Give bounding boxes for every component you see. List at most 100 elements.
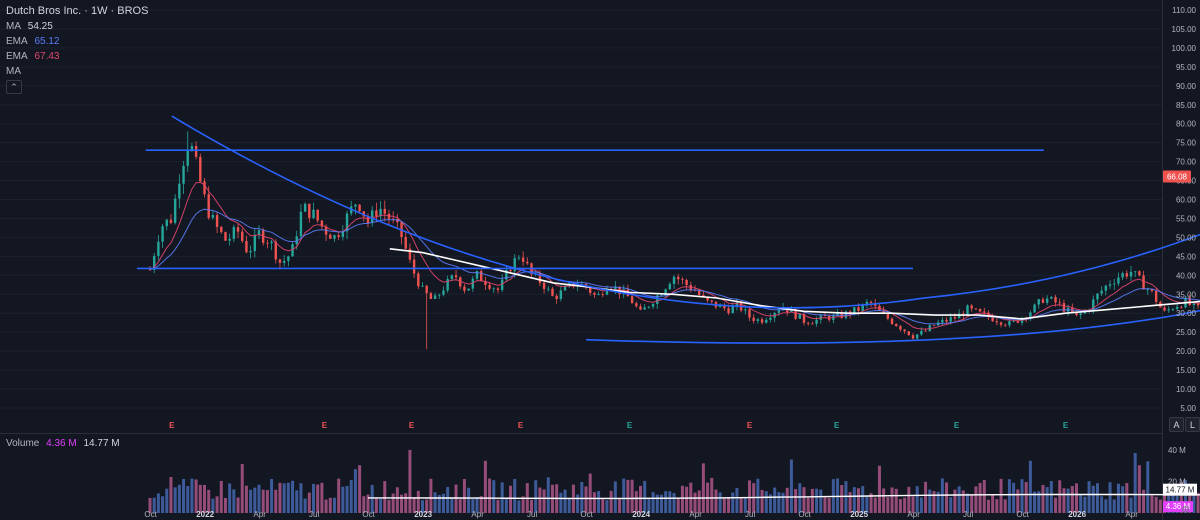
volume-bar: [630, 479, 634, 513]
candle-body: [853, 307, 856, 315]
candle-body: [664, 289, 667, 296]
volume-bar: [626, 479, 630, 513]
candle-body: [811, 323, 814, 325]
price-tick-label: 50.00: [1176, 233, 1197, 242]
volume-bar: [538, 487, 542, 513]
volume-bar: [601, 497, 605, 513]
legend-row-ema1[interactable]: EMA 65.12: [6, 34, 148, 49]
candle-body: [949, 317, 952, 322]
volume-bar: [467, 487, 471, 513]
volume-bar: [727, 496, 731, 513]
volume-bar: [815, 488, 819, 513]
price-tick-label: 30.00: [1176, 309, 1197, 318]
candle-body: [291, 244, 294, 257]
auto-scale-button[interactable]: A: [1169, 417, 1184, 432]
volume-bar: [714, 489, 718, 513]
price-tick-label: 20.00: [1176, 347, 1197, 356]
candle-body: [354, 204, 357, 207]
candle-body: [865, 301, 869, 305]
volume-bar: [991, 494, 995, 513]
candle-body: [190, 146, 194, 151]
volume-bar: [995, 499, 999, 513]
volume-bar: [148, 497, 152, 513]
candle-body: [1037, 299, 1040, 305]
price-tick-label: 70.00: [1176, 158, 1197, 167]
volume-bar: [207, 489, 211, 513]
volume-bar: [542, 489, 546, 513]
candle-body: [438, 294, 441, 296]
candle-body: [303, 203, 307, 212]
volume-bar: [504, 498, 508, 513]
volume-bar: [282, 483, 286, 513]
volume-bar: [353, 469, 357, 513]
volume-bar: [823, 497, 827, 513]
volume-bar: [1163, 486, 1167, 513]
log-scale-button[interactable]: L: [1185, 417, 1200, 432]
candle-body: [538, 273, 542, 283]
volume-bar: [458, 499, 462, 513]
symbol-title[interactable]: Dutch Bros Inc. · 1W · BROS: [6, 5, 149, 17]
candle-body: [203, 181, 206, 195]
candle-body: [731, 305, 734, 314]
volume-bar: [483, 460, 487, 513]
volume-bar: [970, 495, 974, 513]
legend-row-ema2[interactable]: EMA 67.43: [6, 49, 148, 64]
price-axis[interactable]: 110.00 105.00 100.00 95.00 90.00 85.00 80.00 75…: [1172, 6, 1197, 413]
volume-legend[interactable]: Volume 4.36 M 14.77 M: [6, 438, 120, 449]
price-tick-label: 80.00: [1176, 120, 1197, 129]
legend-row-ma2[interactable]: MA: [6, 64, 148, 79]
price-tick-label: 25.00: [1176, 328, 1197, 337]
candle-body: [1008, 321, 1011, 326]
volume-bar: [760, 489, 764, 513]
ma-label: MA: [6, 21, 21, 32]
candle-body: [748, 309, 751, 318]
chart-legend: Dutch Bros Inc. · 1W · BROS MA 54.25 EMA…: [6, 4, 148, 79]
candle-body: [266, 242, 269, 244]
volume-bar: [1146, 461, 1150, 513]
earnings-marker: E: [518, 421, 524, 430]
volume-bar: [454, 484, 458, 513]
price-tick-label: 60.00: [1176, 196, 1197, 205]
collapse-legend-button[interactable]: ⌃: [6, 80, 22, 94]
price-tick-label: 75.00: [1176, 139, 1197, 148]
candle-body: [148, 269, 152, 271]
legend-row-ma[interactable]: MA 54.25: [6, 19, 148, 34]
volume-bar: [194, 479, 198, 513]
trendline-drawings[interactable]: [136, 2, 1200, 344]
volume-bar: [475, 497, 479, 513]
volume-bar: [1184, 480, 1187, 513]
volume-bar: [324, 499, 328, 513]
candle-body: [718, 304, 722, 308]
volume-bar: [1192, 489, 1196, 513]
volume-bar: [261, 489, 265, 513]
volume-bar: [802, 487, 806, 513]
volume-bar: [1054, 497, 1058, 513]
volume-bar: [1066, 488, 1070, 513]
candle-body: [647, 306, 651, 308]
earnings-markers: EEEEEEEEEEEEEEE: [169, 421, 1200, 430]
candle-body: [1012, 320, 1015, 322]
volume-bar: [316, 484, 320, 513]
candle-body: [651, 304, 655, 307]
candle-body: [282, 260, 286, 263]
volume-bar: [303, 498, 307, 513]
time-axis[interactable]: Oct 2022 Apr Jul Oct 2023 Apr Jul Oct 2024 Apr Jul O…: [144, 510, 1138, 519]
candle-body: [1033, 304, 1036, 313]
price-tick-label: 105.00: [1172, 25, 1197, 34]
earnings-marker: E: [322, 421, 328, 430]
candle-body: [278, 259, 282, 263]
volume-bar: [349, 479, 353, 513]
volume-bar: [1075, 483, 1078, 513]
ema1-value: 65.12: [34, 36, 60, 47]
candle-body: [387, 213, 391, 219]
candle-body: [228, 238, 231, 241]
volume-bar: [462, 478, 466, 513]
settings-gear-icon[interactable]: ⚙: [1181, 505, 1190, 516]
candle-body: [312, 209, 315, 219]
candle-body: [1163, 307, 1166, 311]
volume-ma-polyline: [368, 493, 1200, 500]
candle-body: [186, 150, 189, 166]
candle-body: [643, 307, 646, 310]
candle-body: [672, 276, 676, 284]
